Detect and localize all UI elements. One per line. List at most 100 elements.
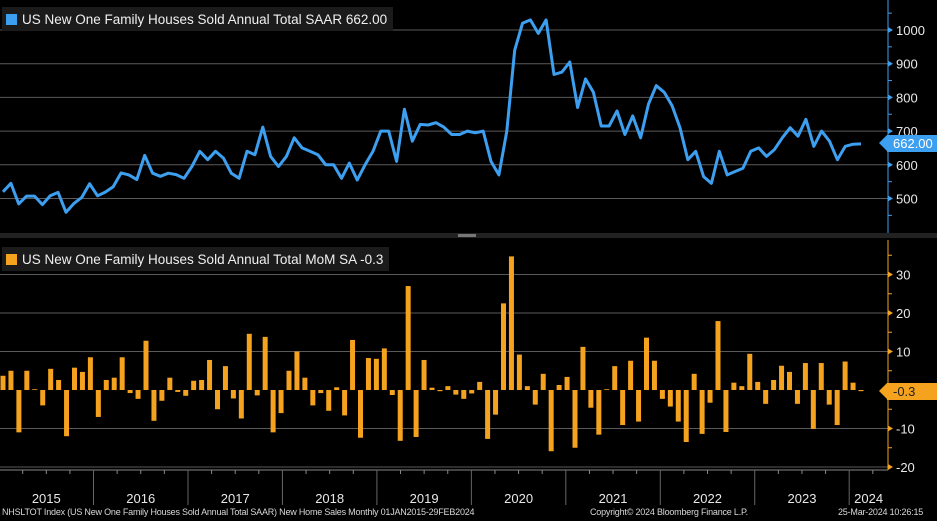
bar	[596, 390, 602, 435]
bar	[246, 333, 252, 390]
last-value-tag-line: 662.00	[879, 135, 937, 152]
bar	[381, 348, 387, 390]
bar	[516, 354, 522, 390]
bar	[540, 373, 546, 390]
bar	[262, 336, 268, 390]
bar	[644, 337, 649, 390]
tick-marker-top	[888, 94, 893, 101]
bar	[508, 256, 514, 390]
last-value-tag-bar: -0.3	[879, 383, 937, 400]
bar	[48, 368, 54, 390]
x-tick-label-year: 2024	[854, 491, 883, 506]
bar	[135, 390, 141, 399]
legend-bottom: US New One Family Houses Sold Annual Tot…	[2, 247, 390, 271]
tick-marker-top	[888, 27, 893, 33]
bar	[810, 390, 816, 429]
x-tick-label-year: 2021	[599, 491, 628, 506]
bar	[222, 366, 228, 390]
bar	[199, 379, 205, 390]
y-tick-label-top: 800	[896, 90, 918, 105]
bar	[389, 390, 395, 396]
bar	[659, 390, 665, 399]
bar	[493, 390, 499, 415]
tick-marker-top	[888, 195, 893, 202]
bar	[8, 370, 14, 390]
y-tick-label-bottom: 10	[896, 345, 910, 360]
bar	[826, 390, 832, 405]
bar	[755, 381, 761, 390]
bar	[87, 357, 93, 390]
tick-marker-bottom	[888, 464, 893, 470]
bar	[278, 390, 284, 414]
bar	[485, 390, 491, 439]
bar	[151, 390, 157, 421]
tick-marker-top	[888, 128, 893, 135]
bar	[683, 390, 689, 442]
x-tick-label-year: 2016	[126, 491, 155, 506]
bar	[40, 390, 46, 406]
bar	[365, 358, 371, 390]
bar	[342, 390, 348, 416]
legend-top: US New One Family Houses Sold Annual Tot…	[2, 7, 394, 31]
bar	[254, 390, 260, 396]
bar	[175, 390, 181, 392]
bar	[501, 303, 506, 390]
bar	[779, 365, 785, 390]
bar	[421, 359, 427, 390]
bar	[413, 390, 419, 437]
bar	[691, 373, 697, 390]
tick-marker-bottom	[888, 271, 893, 278]
legend-swatch-line	[6, 13, 17, 25]
bar	[79, 371, 85, 390]
bar	[437, 390, 443, 392]
bar	[207, 359, 213, 390]
bar	[0, 375, 6, 390]
bar	[794, 390, 800, 404]
bar	[850, 382, 856, 390]
bar	[24, 370, 30, 390]
panel-resize-handle	[458, 234, 476, 237]
bar	[532, 390, 538, 405]
bar	[215, 390, 220, 410]
bar	[159, 390, 165, 401]
y-tick-label-bottom: -20	[896, 460, 915, 475]
legend-swatch-bar	[6, 253, 17, 265]
bar	[580, 346, 586, 390]
bar	[358, 390, 363, 438]
bar	[429, 387, 435, 390]
bar	[56, 379, 62, 390]
bar	[103, 379, 109, 390]
bar	[620, 390, 626, 426]
bar	[326, 390, 332, 411]
x-tick-label-year: 2019	[410, 491, 439, 506]
footer-timestamp: 25-Mar-2024 10:26:15	[838, 507, 924, 517]
bar	[842, 361, 848, 390]
tick-marker-top	[888, 161, 893, 168]
tick-marker-bottom	[888, 425, 893, 432]
bar	[628, 360, 634, 390]
x-tick-label-year: 2022	[693, 491, 722, 506]
bar	[604, 389, 610, 391]
x-tick-label-year: 2015	[32, 491, 61, 506]
y-tick-label-bottom: -10	[896, 422, 915, 437]
bar	[612, 366, 618, 390]
bar	[72, 367, 77, 390]
bar	[763, 390, 769, 404]
bar	[143, 340, 149, 390]
y-tick-label-top: 500	[896, 192, 918, 207]
y-tick-label-bottom: 20	[896, 306, 910, 321]
bar	[127, 390, 133, 394]
bar	[461, 390, 467, 399]
x-tick-label-year: 2020	[504, 491, 533, 506]
bar	[191, 380, 197, 390]
x-tick-label-year: 2017	[221, 491, 250, 506]
bar	[556, 384, 562, 390]
bar	[588, 390, 594, 408]
bar	[350, 339, 356, 390]
legend-label-line: US New One Family Houses Sold Annual Tot…	[22, 11, 388, 27]
bar	[238, 390, 244, 419]
bar	[318, 390, 324, 394]
bar	[739, 386, 745, 390]
bar	[834, 390, 840, 426]
